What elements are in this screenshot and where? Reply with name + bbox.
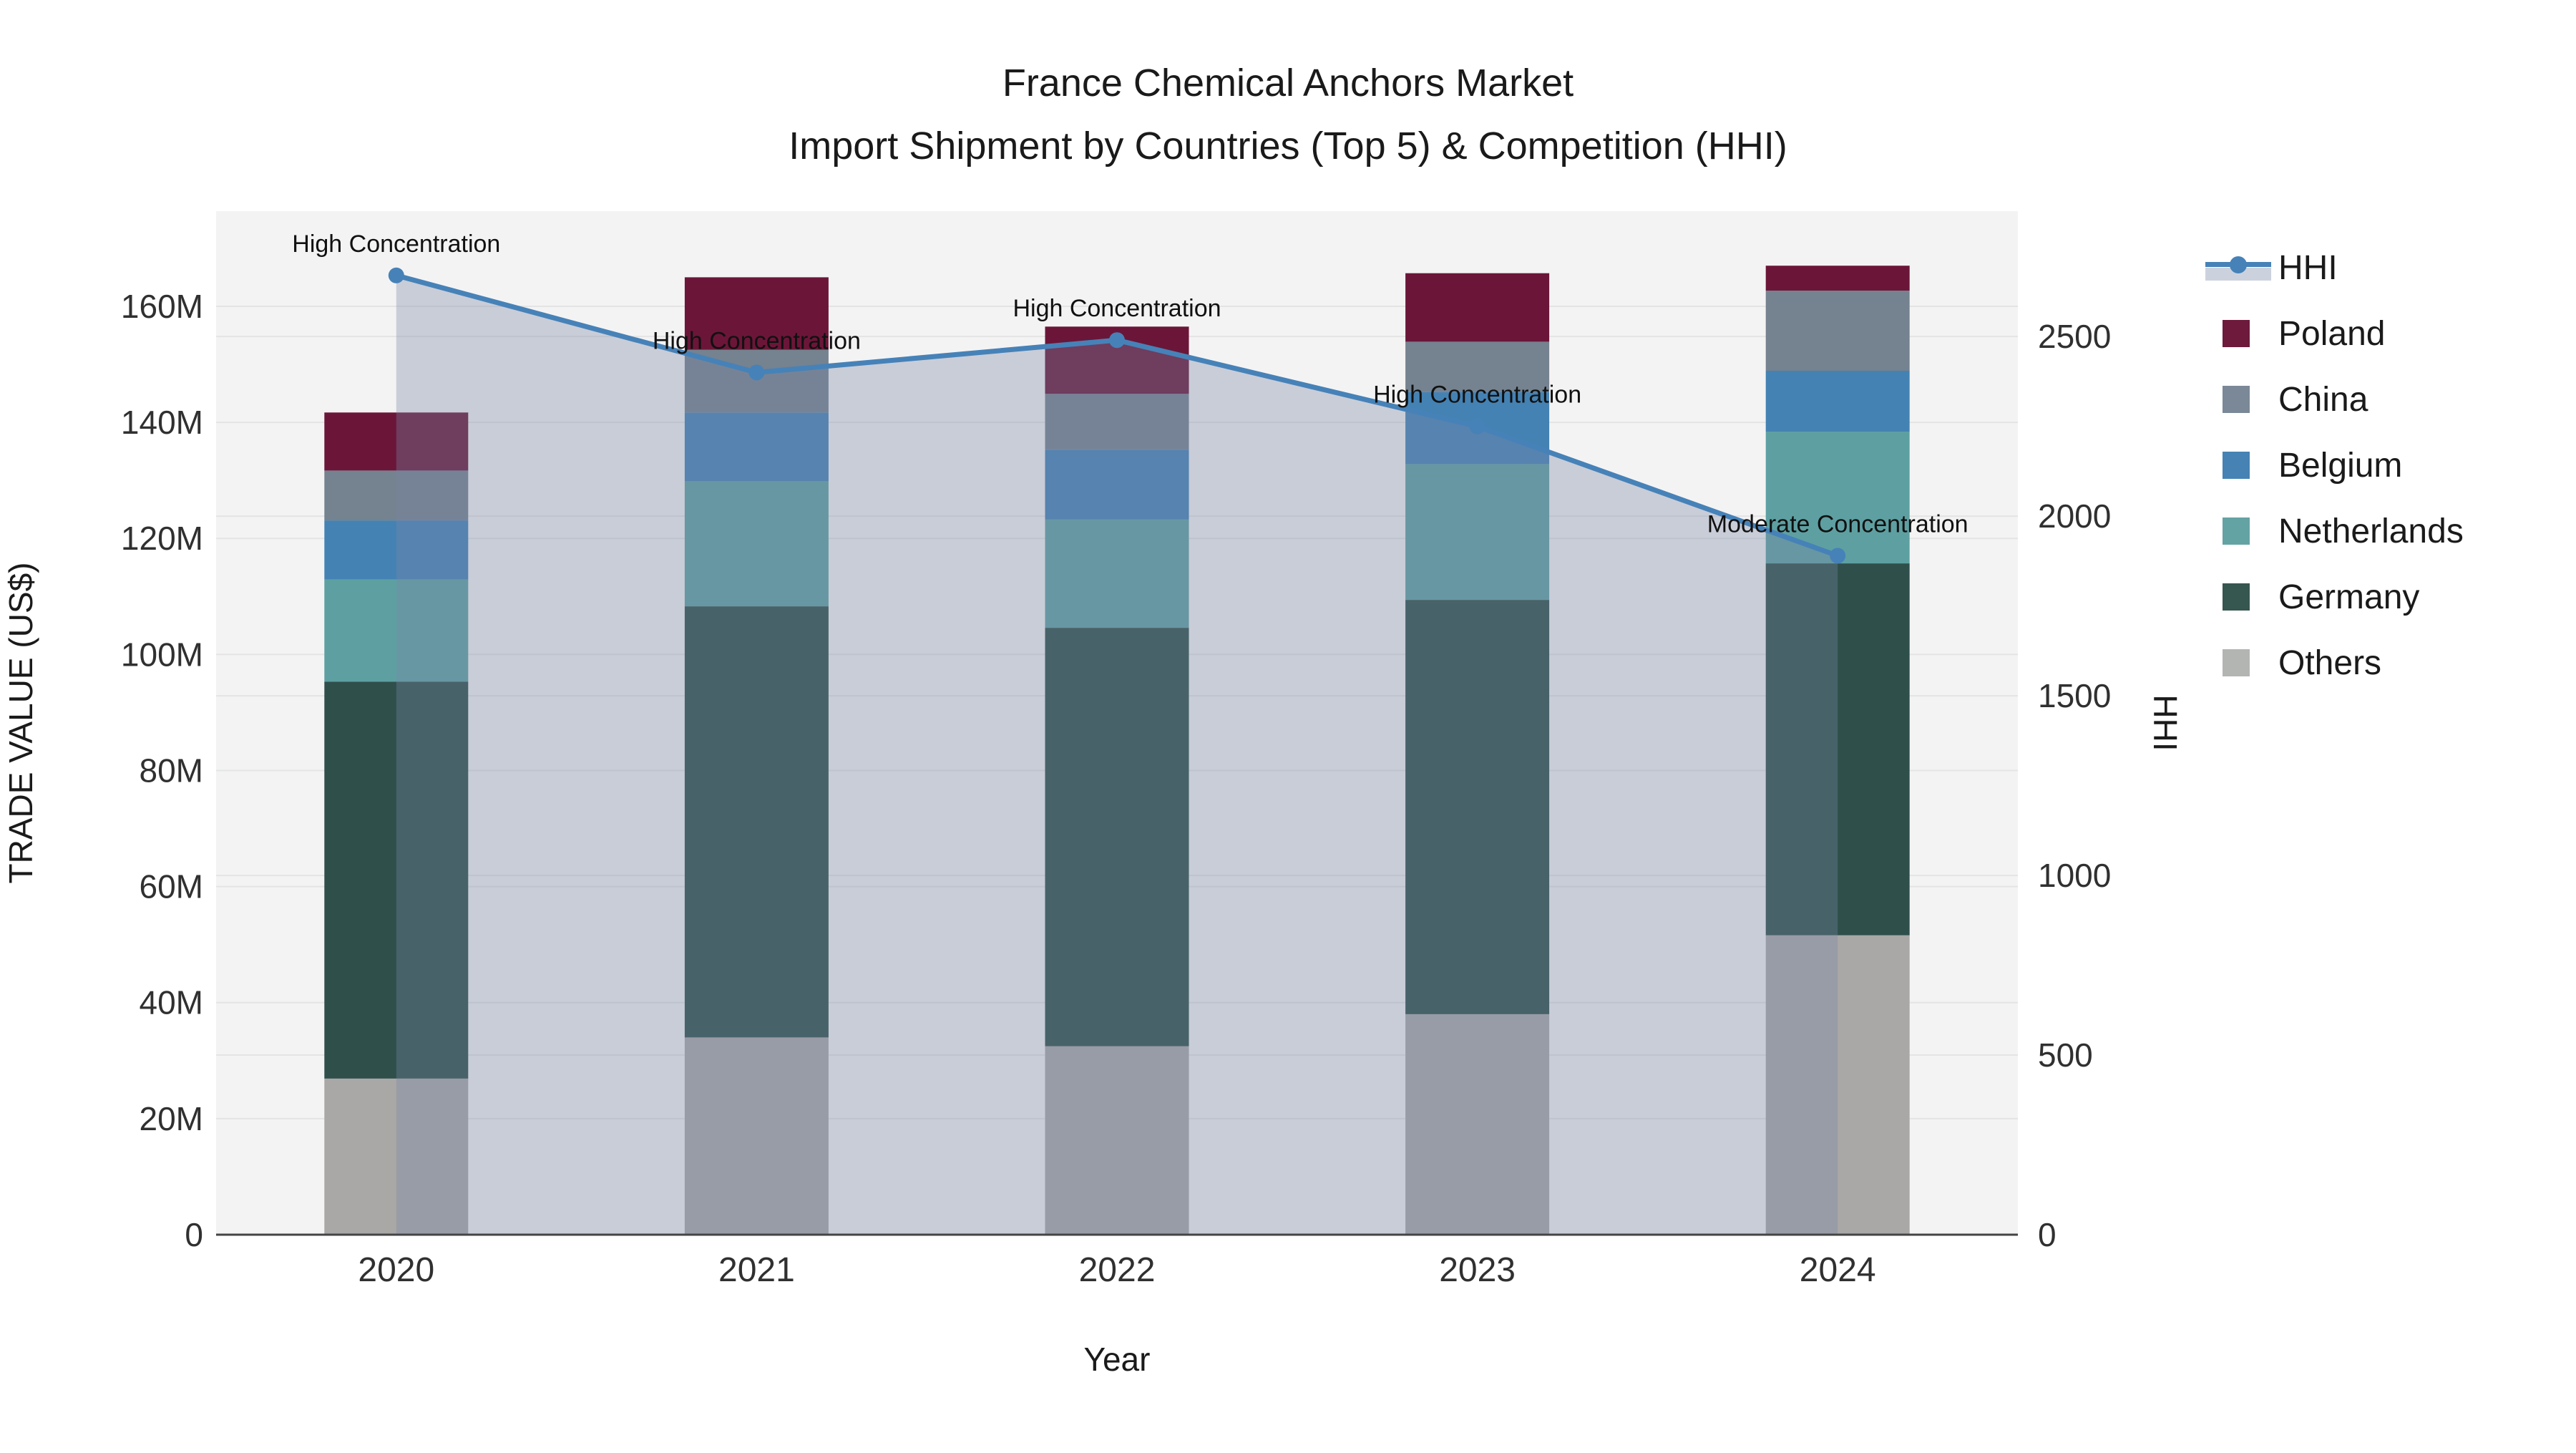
y2-axis-title: HHI [2147,694,2184,751]
legend: HHI Poland China Belgium Netherlands Germany O… [2205,235,2576,696]
y2-tick-label: 2500 [2038,318,2111,355]
bar-segment-germany-2023[interactable] [1405,600,1550,1014]
bar-segment-germany-2022[interactable] [1045,628,1189,1046]
bar-segment-netherlands-2024[interactable] [1765,432,1910,563]
legend-label: HHI [2278,248,2338,287]
legend-item-others[interactable]: Others [2205,630,2576,696]
legend-label: China [2278,380,2368,419]
hhi-marker-2024[interactable] [1830,548,1846,564]
legend-item-poland[interactable]: Poland [2205,301,2576,366]
hhi-marker-2020[interactable] [388,267,404,283]
bar-segment-belgium-2024[interactable] [1765,370,1910,432]
bar-segment-germany-2024[interactable] [1765,563,1910,936]
bar-segment-others-2020[interactable] [324,1078,469,1235]
y-tick-label: 100M [121,636,203,673]
legend-label: Others [2278,643,2382,682]
hhi-area-fill [396,275,1838,1235]
y2-tick-label: 500 [2038,1036,2093,1074]
legend-label: Poland [2278,314,2386,353]
annotation-2021: High Concentration [653,327,861,354]
legend-label: Germany [2278,578,2420,616]
x-tick-label-2021: 2021 [718,1251,795,1289]
bar-segment-poland-2020[interactable] [324,412,469,471]
legend-item-netherlands[interactable]: Netherlands [2205,498,2576,564]
bar-segment-belgium-2020[interactable] [324,520,469,580]
y-axis-title: TRADE VALUE (US$) [2,562,39,883]
x-tick-label-2022: 2022 [1079,1251,1156,1289]
y-tick-label: 160M [121,288,203,325]
hhi-marker-2021[interactable] [748,364,765,381]
hhi-marker-2022[interactable] [1109,332,1125,349]
x-axis-title: Year [1084,1341,1151,1378]
bar-segment-china-2024[interactable] [1765,291,1910,371]
bar-segment-netherlands-2021[interactable] [684,481,829,607]
legend-swatch-icon [2223,649,2250,676]
annotation-2020: High Concentration [292,230,500,258]
legend-swatch-icon [2223,517,2250,545]
x-tick-label-2023: 2023 [1439,1251,1516,1289]
y-tick-label: 80M [140,752,203,789]
bar-segment-belgium-2022[interactable] [1045,449,1189,520]
chart-title-line1: France Chemical Anchors Market [1002,62,1574,105]
legend-item-china[interactable]: China [2205,366,2576,432]
annotation-2024: Moderate Concentration [1707,510,1968,538]
bar-segment-netherlands-2023[interactable] [1405,464,1550,601]
bar-segment-others-2021[interactable] [684,1037,829,1235]
y2-tick-label: 2000 [2038,497,2111,535]
y-tick-label: 20M [140,1100,203,1137]
y2-tick-label: 1000 [2038,857,2111,894]
legend-swatch-icon [2223,320,2250,347]
y-tick-label: 140M [121,404,203,441]
y2-tick-label: 1500 [2038,677,2111,714]
bar-segment-china-2022[interactable] [1045,394,1189,450]
legend-label: Netherlands [2278,512,2464,550]
bar-segment-others-2024[interactable] [1765,935,1910,1235]
legend-label: Belgium [2278,446,2403,485]
y-tick-label: 120M [121,520,203,557]
bar-segment-china-2020[interactable] [324,470,469,521]
legend-swatch-icon [2223,583,2250,611]
legend-swatch-icon [2223,386,2250,413]
y2-tick-label: 0 [2038,1216,2057,1253]
bar-segment-belgium-2021[interactable] [684,412,829,481]
bar-segment-germany-2021[interactable] [684,606,829,1038]
y-tick-label: 0 [185,1216,203,1253]
bar-segment-poland-2024[interactable] [1765,266,1910,291]
bar-segment-china-2023[interactable] [1405,341,1550,392]
bar-segment-netherlands-2022[interactable] [1045,519,1189,628]
legend-item-belgium[interactable]: Belgium [2205,432,2576,498]
legend-item-germany[interactable]: Germany [2205,564,2576,630]
x-tick-label-2020: 2020 [358,1251,434,1289]
chart-title-line2: Import Shipment by Countries (Top 5) & C… [789,125,1787,167]
hhi-marker-2023[interactable] [1469,418,1485,434]
y-tick-label: 40M [140,984,203,1021]
legend-item-hhi[interactable]: HHI [2205,235,2576,301]
annotation-2022: High Concentration [1013,295,1221,322]
bar-segment-germany-2020[interactable] [324,681,469,1079]
bar-segment-netherlands-2020[interactable] [324,579,469,682]
y-tick-label: 60M [140,868,203,905]
annotation-2023: High Concentration [1373,382,1581,409]
chart-title: France Chemical Anchors Market Import Sh… [0,62,2576,167]
bar-segment-poland-2021[interactable] [684,277,829,350]
hhi-line-sample-icon [2205,253,2271,282]
bar-segment-others-2023[interactable] [1405,1014,1550,1235]
x-tick-label-2024: 2024 [1800,1251,1876,1289]
bar-segment-poland-2023[interactable] [1405,273,1550,342]
legend-swatch-icon [2223,452,2250,479]
bar-segment-others-2022[interactable] [1045,1046,1189,1235]
